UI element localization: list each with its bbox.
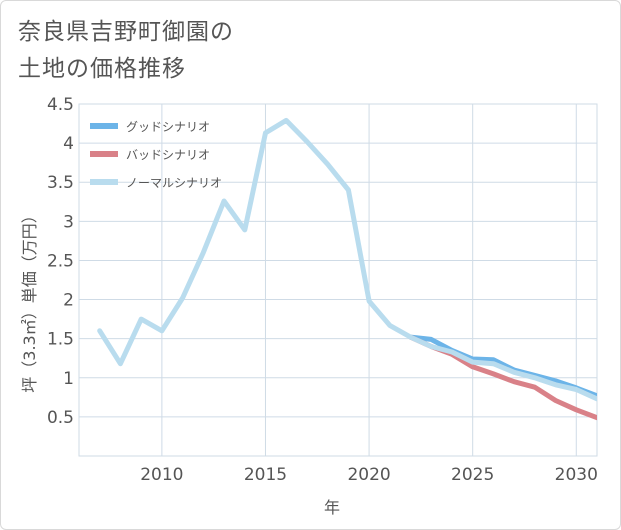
legend-swatch — [90, 123, 118, 129]
y-tick-label: 3.5 — [47, 173, 74, 193]
y-tick-label: 3 — [63, 212, 74, 232]
y-tick-label: 2.5 — [47, 251, 74, 271]
x-tick-label: 2025 — [451, 465, 494, 485]
y-tick-label: 4.5 — [47, 95, 74, 115]
tick-labels: 0.5 1 1.5 2 2.5 3 3.5 4 4.5 2010 2015 2020 2025 2030 — [47, 95, 598, 485]
y-tick-label: 4 — [63, 134, 74, 154]
x-tick-label: 2010 — [140, 465, 183, 485]
legend-label: ノーマルシナリオ — [126, 176, 222, 190]
legend-swatch — [90, 151, 118, 157]
y-tick-label: 0.5 — [47, 408, 74, 428]
x-tick-label: 2015 — [244, 465, 287, 485]
x-tick-label: 2020 — [347, 465, 390, 485]
title-line-1: 奈良県吉野町御園の — [18, 19, 234, 45]
y-tick-label: 1.5 — [47, 330, 74, 350]
legend-swatch — [90, 179, 118, 185]
series-line-good — [408, 334, 597, 399]
x-tick-label: 2030 — [555, 465, 598, 485]
legend-label: バッドシナリオ — [126, 148, 210, 162]
x-axis-label: 年 — [324, 498, 340, 517]
legend-label: グッドシナリオ — [126, 120, 210, 134]
series-line-normal — [97, 117, 597, 402]
title-line-2: 土地の価格推移 — [18, 56, 186, 82]
y-tick-label: 1 — [63, 369, 74, 389]
series-lines — [97, 117, 597, 421]
y-axis-label: 坪（3.3㎡）単価（万円） — [20, 207, 39, 392]
chart-title: 奈良県吉野町御園の 土地の価格推移 — [18, 14, 234, 88]
y-tick-label: 2 — [63, 291, 74, 311]
